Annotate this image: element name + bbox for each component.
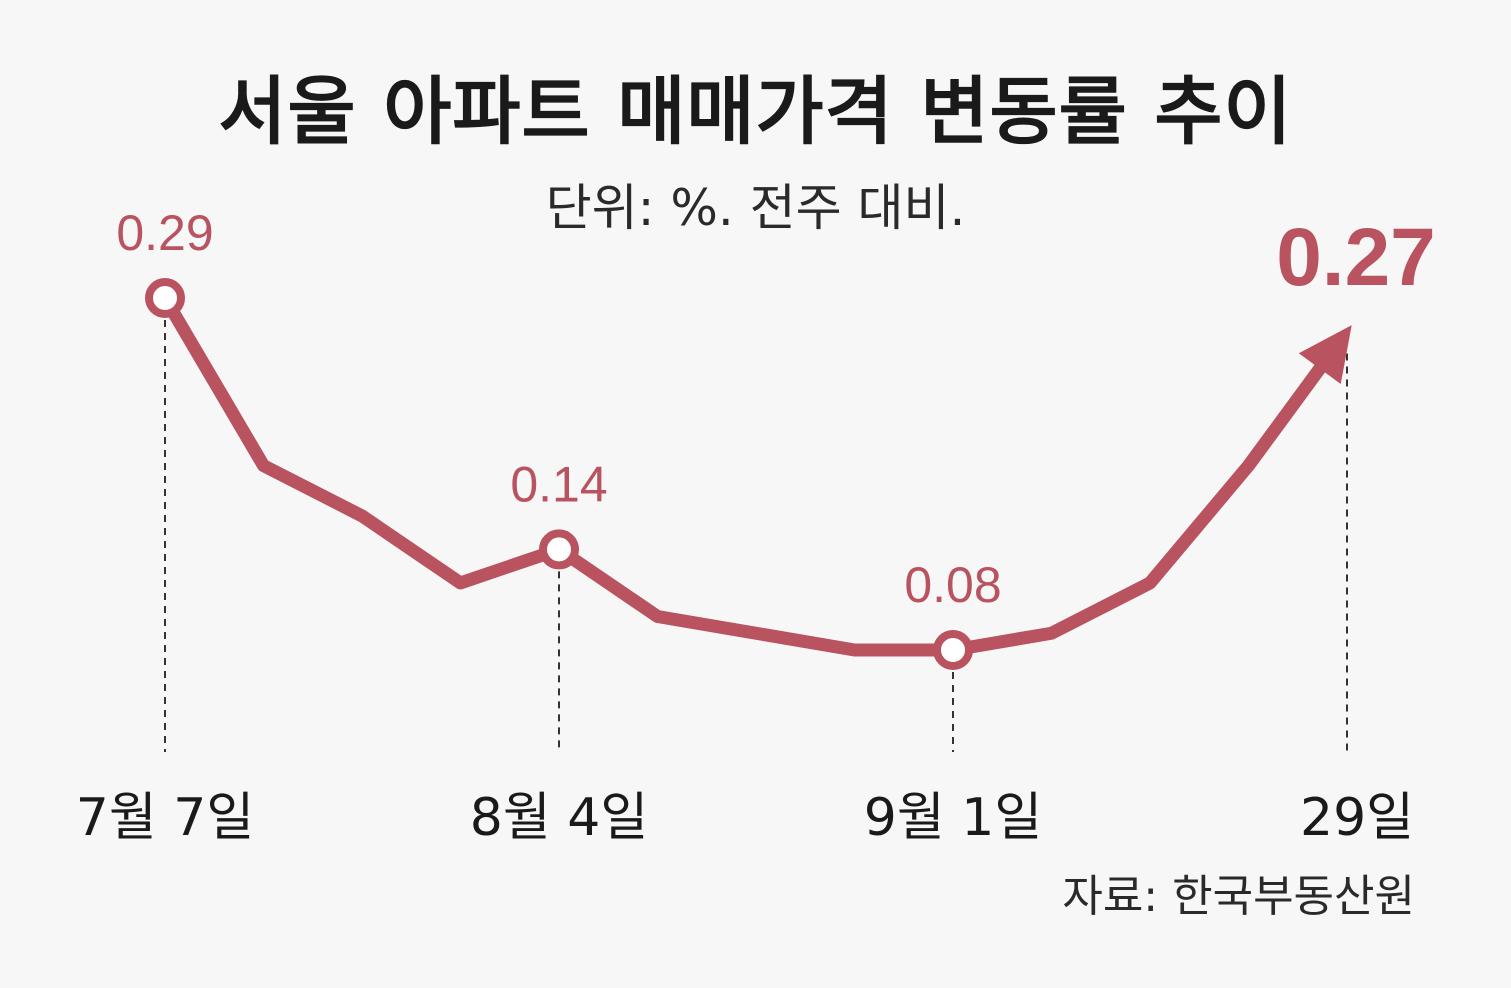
series-line — [158, 291, 1352, 657]
value-label-latest: 0.27 — [1276, 212, 1436, 303]
data-point-marker — [539, 529, 579, 570]
data-point-marker — [145, 278, 185, 318]
x-tick-label: 29일 — [1300, 788, 1414, 848]
data-point-marker — [933, 630, 973, 670]
x-tick-label: 7월 7일 — [76, 788, 254, 848]
arrow-head — [1298, 325, 1352, 384]
series-path — [158, 291, 1330, 657]
value-label: 0.29 — [116, 205, 213, 261]
x-tick-labels: 7월 7일 8월 4일 9월 1일 29일 — [76, 788, 1414, 848]
source-note: 자료: 한국부동산원 — [1062, 871, 1415, 922]
value-label: 0.08 — [904, 557, 1001, 613]
x-tick-label: 9월 1일 — [864, 788, 1042, 848]
data-points — [145, 278, 973, 670]
chart-subtitle: 단위: %. 전주 대비. — [545, 179, 966, 237]
chart-title: 서울 아파트 매매가격 변동률 추이 — [218, 69, 1293, 155]
value-labels: 0.29 0.14 0.08 0.27 — [116, 205, 1435, 613]
guide-lines — [164, 320, 1348, 752]
x-tick-label: 8월 4일 — [470, 788, 648, 848]
value-label: 0.14 — [510, 456, 607, 512]
